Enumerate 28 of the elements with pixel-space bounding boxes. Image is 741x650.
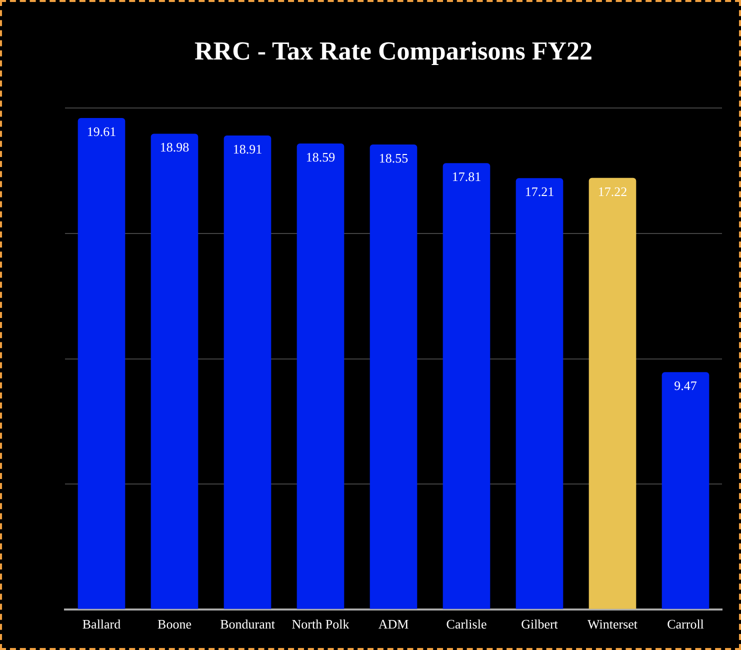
x-tick-label: North Polk xyxy=(292,616,350,632)
bar xyxy=(588,178,636,609)
bar xyxy=(370,144,418,609)
x-tick-label: Carroll xyxy=(667,616,704,632)
x-tick-label: Carlisle xyxy=(446,616,487,632)
data-label: 19.61 xyxy=(86,124,116,139)
bar xyxy=(224,136,272,609)
data-label: 17.81 xyxy=(452,169,482,184)
bar xyxy=(78,118,126,609)
data-label: 9.47 xyxy=(674,378,698,394)
bar xyxy=(662,372,710,609)
bar xyxy=(442,163,490,609)
x-tick-label: Boone xyxy=(158,616,192,632)
data-label: 18.91 xyxy=(232,141,262,156)
data-label: 18.59 xyxy=(306,149,336,164)
bar xyxy=(150,134,198,609)
x-tick-label: Ballard xyxy=(82,616,122,632)
x-tick-label: Winterset xyxy=(587,616,638,632)
x-tick-label: Bondurant xyxy=(220,616,276,632)
bar xyxy=(296,144,344,609)
bar xyxy=(516,178,564,609)
data-label: 18.55 xyxy=(378,150,408,166)
x-tick-label: ADM xyxy=(378,616,410,632)
data-label: 17.21 xyxy=(524,184,554,200)
data-label: 17.22 xyxy=(598,184,628,199)
data-label: 18.98 xyxy=(160,140,190,155)
x-tick-label: Gilbert xyxy=(521,616,558,632)
chart-title: RRC - Tax Rate Comparisons FY22 xyxy=(194,36,592,66)
